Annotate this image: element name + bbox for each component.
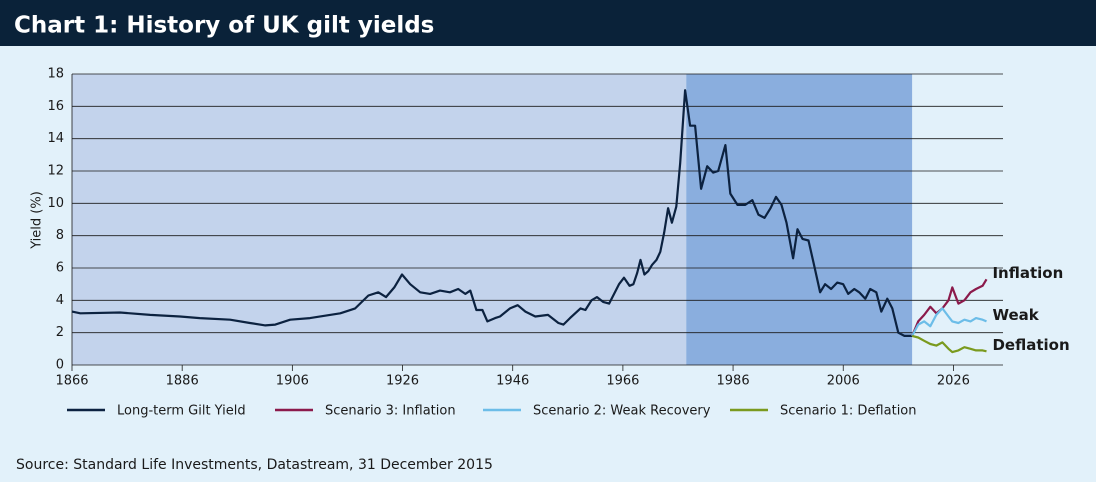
- x-tick-label: 1966: [606, 374, 639, 389]
- y-tick-label: 14: [47, 131, 64, 146]
- line-series: [71, 89, 913, 337]
- y-tick-label: 0: [56, 358, 64, 373]
- legend-label: Scenario 1: Deflation: [780, 404, 917, 419]
- x-tick-label: 1926: [386, 374, 419, 389]
- y-tick-label: 10: [47, 196, 64, 211]
- end-label: Weak: [992, 306, 1039, 324]
- chart-title: Chart 1: History of UK gilt yields: [14, 13, 434, 39]
- end-label: Inflation: [992, 264, 1063, 282]
- legend-label: Scenario 2: Weak Recovery: [533, 404, 711, 419]
- legend-label: Scenario 3: Inflation: [325, 404, 456, 419]
- x-tick-label: 2026: [937, 374, 970, 389]
- end-label: Deflation: [992, 336, 1069, 354]
- y-tick-label: 18: [47, 67, 64, 82]
- legend-label: Long-term Gilt Yield: [117, 404, 246, 419]
- y-tick-label: 4: [56, 293, 64, 308]
- line-series: [911, 334, 987, 354]
- x-tick-label: 1886: [166, 374, 199, 389]
- y-tick-label: 6: [56, 261, 64, 276]
- y-tick-label: 2: [56, 325, 64, 340]
- shaded-region: [72, 74, 687, 365]
- y-tick-label: 16: [47, 99, 64, 114]
- line-series: [911, 278, 988, 337]
- x-tick-label: 1906: [276, 374, 309, 389]
- source-note: Source: Standard Life Investments, Datas…: [16, 457, 493, 473]
- x-tick-label: 2006: [827, 374, 860, 389]
- header-bar: [0, 0, 1096, 46]
- y-tick-label: 12: [47, 164, 64, 179]
- y-axis-label: Yield (%): [30, 191, 45, 250]
- shaded-region: [686, 74, 913, 365]
- x-tick-label: 1946: [496, 374, 529, 389]
- line-series: [911, 307, 987, 337]
- x-tick-label: 1866: [55, 374, 88, 389]
- x-tick-label: 1986: [717, 374, 750, 389]
- y-tick-label: 8: [56, 228, 64, 243]
